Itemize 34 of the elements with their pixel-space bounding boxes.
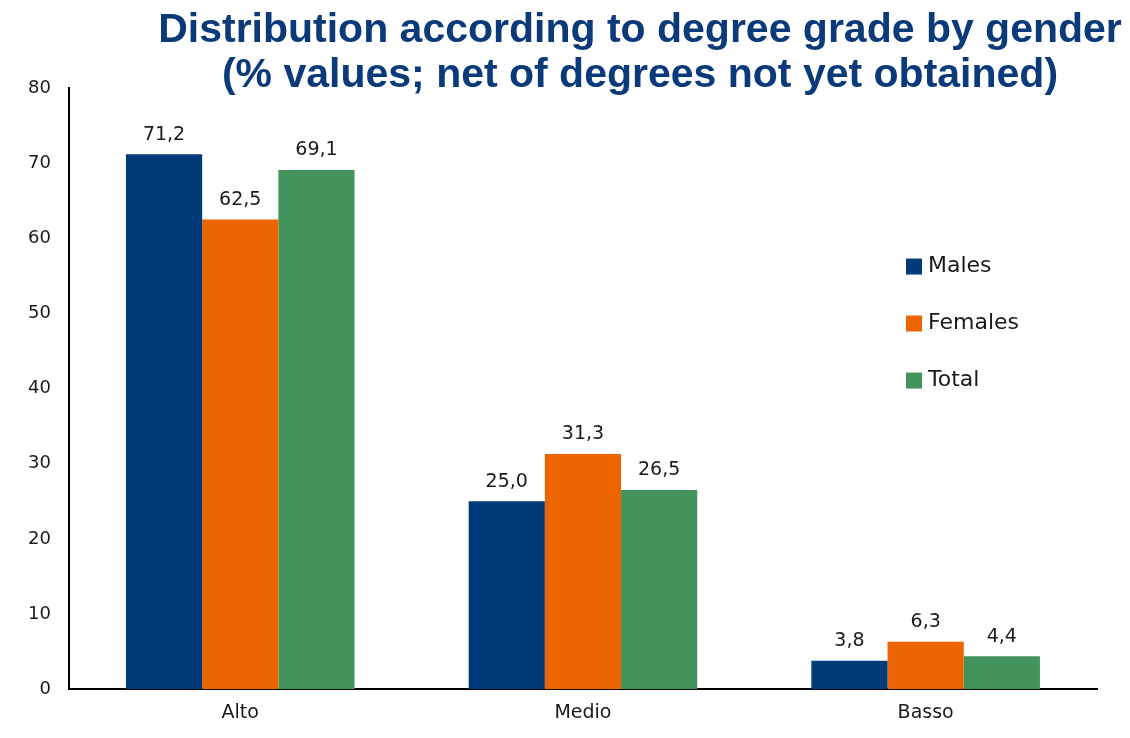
y-tick-label: 0 [39,676,51,698]
bar [125,154,203,690]
y-tick-label: 30 [28,451,51,473]
bar [544,453,622,690]
bar [468,501,545,690]
data-label: 62,5 [219,186,262,209]
bar [887,641,964,690]
data-label: 25,0 [485,468,528,491]
y-tick-label: 70 [28,150,51,172]
data-label: 26,5 [637,457,681,480]
data-label: 4,4 [986,623,1017,646]
y-tick-label: 10 [28,601,51,623]
bar [202,219,279,690]
x-tick-label: Alto [221,699,259,722]
bar [278,169,355,690]
x-tick-label: Basso [897,699,954,722]
legend-label: Males [928,252,992,278]
y-tick-label: 40 [28,376,51,398]
bar [963,656,1040,690]
y-tick-label: 20 [28,526,51,548]
x-tick-label: Medio [554,699,612,722]
data-label: 31,3 [561,421,605,444]
chart-title: Distribution according to degree grade by gender (% values; net of degrees not yet obtained) [157,5,1123,96]
y-tick-label: 60 [28,225,51,247]
legend-label: Total [927,366,980,392]
legend-label: Females [928,309,1020,335]
data-label: 3,8 [834,628,865,651]
y-tick-label: 80 [28,75,51,97]
data-label: 6,3 [910,609,941,632]
bar [811,660,888,690]
bar [621,490,698,690]
y-tick-label: 50 [28,301,51,323]
data-label: 69,1 [295,137,338,160]
data-label: 71,2 [142,121,186,144]
